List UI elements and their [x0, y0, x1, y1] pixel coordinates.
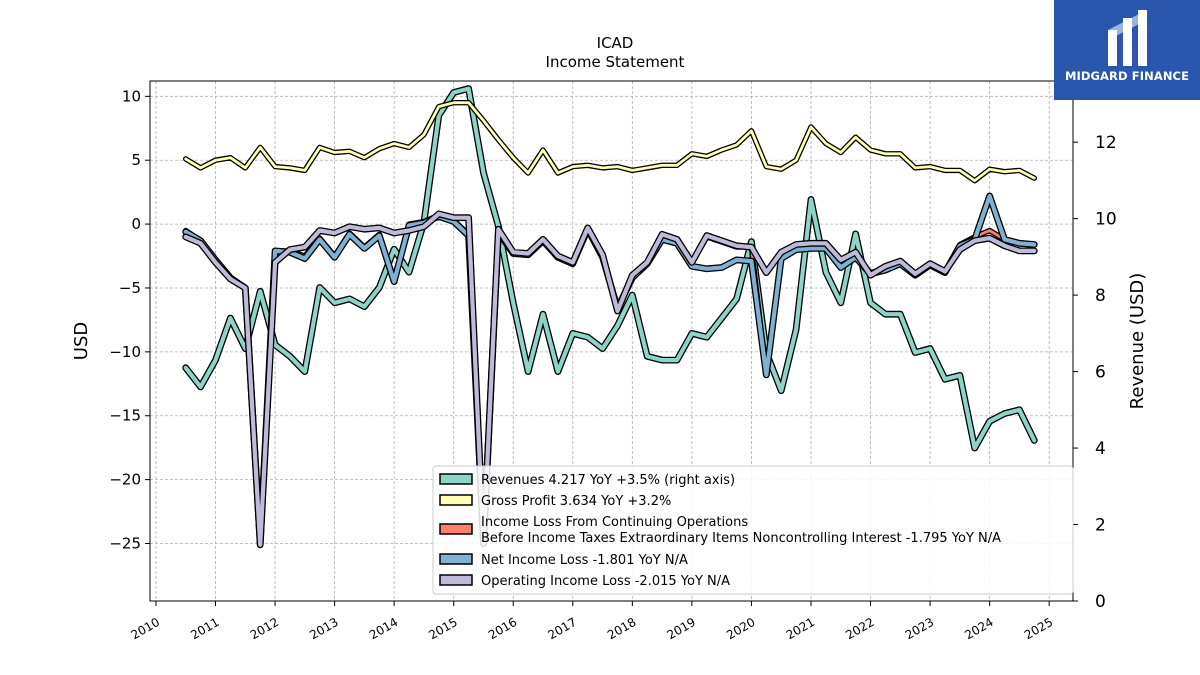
y-axis-right-label: Revenue (USD): [1127, 273, 1148, 410]
x-tick-label: 2025: [1022, 615, 1055, 642]
legend-swatch: [439, 553, 473, 565]
plot-frame: [149, 80, 1074, 602]
x-tick-label: 2017: [546, 615, 579, 642]
series-1-outline: [182, 99, 1038, 184]
x-tick-label: 2013: [307, 615, 340, 642]
y-right-tick-label: 6: [1095, 363, 1106, 383]
y-tick-label: 0: [131, 215, 141, 233]
legend: Revenues 4.217 YoY +3.5% (right axis) Gro…: [432, 465, 1074, 595]
y-right-tick-label: 12: [1095, 133, 1117, 153]
legend-swatch: [439, 494, 473, 506]
y-tick-label: −10: [109, 343, 141, 361]
brand-logo: MIDGARD FINANCE: [1054, 0, 1200, 100]
series-0-line: [183, 86, 1037, 451]
x-tick-label: 2016: [486, 615, 519, 642]
y-right-tick-label: 4: [1095, 439, 1106, 459]
legend-label: Income Loss From Continuing Operations: [481, 515, 748, 530]
legend-swatch: [439, 523, 473, 535]
x-tick-label: 2022: [843, 615, 876, 642]
series-lines: [182, 85, 1038, 549]
y-right-tick-label: 10: [1095, 210, 1117, 230]
legend-label: Gross Profit 3.634 YoY +3.2%: [481, 494, 671, 509]
legend-label: Operating Income Loss -2.015 YoY N/A: [481, 574, 730, 589]
x-tick-label: 2019: [665, 615, 698, 642]
x-tick-label: 2021: [784, 615, 817, 642]
brand-name: MIDGARD FINANCE: [1064, 69, 1190, 83]
y-tick-label: −15: [109, 407, 141, 425]
y-right-tick-label: 0: [1095, 592, 1106, 612]
x-tick-label: 2012: [248, 615, 281, 642]
x-tick-label: 2024: [962, 615, 995, 642]
y-tick-label: 10: [122, 87, 141, 105]
y-tick-label: −5: [119, 279, 141, 297]
y-tick-label: 5: [131, 151, 141, 169]
x-tick-label: 2020: [724, 615, 757, 642]
y-tick-label: −20: [109, 471, 141, 489]
legend-label-line2: Before Income Taxes Extraordinary Items …: [481, 531, 1001, 546]
x-tick-label: 2010: [129, 615, 162, 642]
legend-swatch: [439, 473, 473, 485]
x-tick-label: 2023: [903, 615, 936, 642]
series-4-line: [183, 211, 1037, 547]
chart-title: ICAD: [597, 34, 634, 52]
x-tick-label: 2014: [367, 615, 400, 642]
x-tick-label: 2011: [188, 615, 221, 642]
x-tick-label: 2015: [426, 615, 459, 642]
legend-label: Net Income Loss -1.801 YoY N/A: [481, 553, 688, 568]
y-right-tick-label: 2: [1095, 516, 1106, 536]
y-axis-label: USD: [71, 322, 92, 360]
midgard-logo-icon: [1108, 10, 1147, 66]
y-right-tick-label: 8: [1095, 286, 1106, 306]
chart-subtitle: Income Statement: [546, 53, 685, 71]
y-tick-label: −25: [109, 535, 141, 553]
series-1-line: [184, 101, 1036, 183]
legend-swatch: [439, 574, 473, 586]
x-tick-label: 2018: [605, 615, 638, 642]
legend-label: Revenues 4.217 YoY +3.5% (right axis): [481, 473, 735, 488]
legend-box: [432, 465, 1074, 595]
